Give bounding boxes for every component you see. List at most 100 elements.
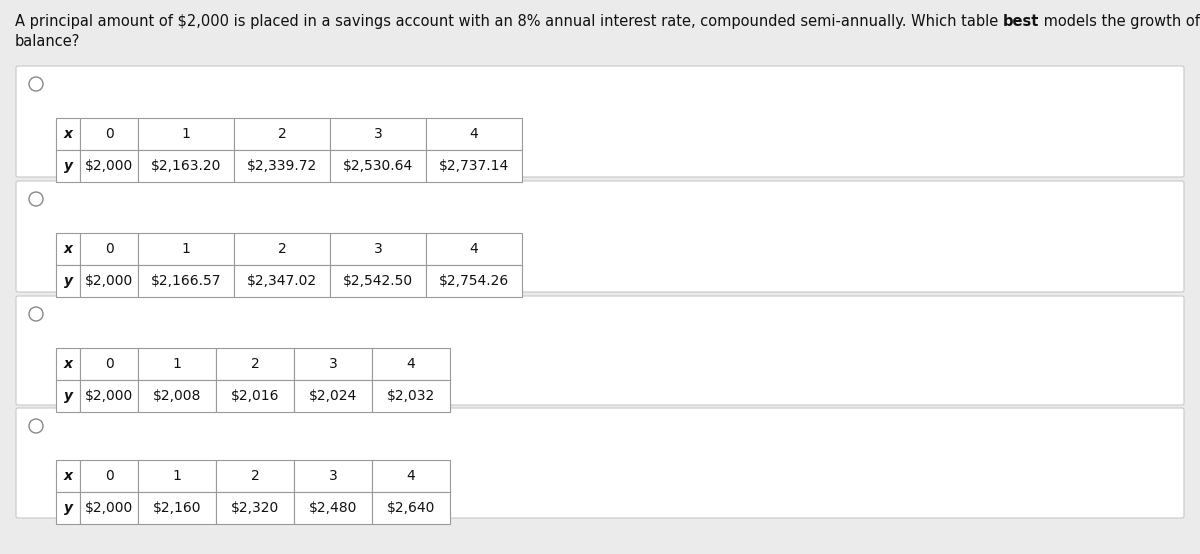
Text: 2: 2 [277,242,287,256]
Text: 4: 4 [407,357,415,371]
Bar [426,265,522,297]
Text: 1: 1 [173,357,181,371]
Text: 2: 2 [277,127,287,141]
Text: $2,166.57: $2,166.57 [151,274,221,288]
Text: $2,320: $2,320 [230,501,280,515]
Bar [138,118,234,150]
FancyBboxPatch shape [16,66,1184,177]
Text: $2,480: $2,480 [308,501,358,515]
Bar [330,265,426,297]
Text: models the growth of the account: models the growth of the account [1039,14,1200,29]
Text: $2,000: $2,000 [85,501,133,515]
Text: best: best [1003,14,1039,29]
Text: $2,530.64: $2,530.64 [343,159,413,173]
Text: 4: 4 [407,469,415,483]
Bar [426,233,522,265]
Text: $2,347.02: $2,347.02 [247,274,317,288]
Text: x: x [64,127,72,141]
Bar [294,348,372,380]
Bar [56,265,80,297]
Bar [294,460,372,492]
Bar [80,150,138,182]
FancyBboxPatch shape [16,296,1184,405]
Bar [294,492,372,524]
Bar [80,265,138,297]
FancyBboxPatch shape [16,408,1184,518]
Bar [426,118,522,150]
Text: 1: 1 [181,242,191,256]
Bar [56,233,80,265]
Bar [138,460,216,492]
Bar [372,460,450,492]
Text: $2,000: $2,000 [85,274,133,288]
Text: y: y [64,389,72,403]
Text: balance?: balance? [14,34,80,49]
Bar [330,150,426,182]
Text: y: y [64,501,72,515]
Text: 4: 4 [469,242,479,256]
Bar [138,380,216,412]
Text: $2,339.72: $2,339.72 [247,159,317,173]
Text: $2,160: $2,160 [152,501,202,515]
Bar [216,348,294,380]
Text: 3: 3 [329,357,337,371]
Text: $2,640: $2,640 [386,501,436,515]
Text: $2,754.26: $2,754.26 [439,274,509,288]
Text: 4: 4 [469,127,479,141]
Bar [372,348,450,380]
Bar [426,150,522,182]
Bar [56,492,80,524]
Bar [330,118,426,150]
Text: $2,000: $2,000 [85,389,133,403]
Text: y: y [64,159,72,173]
Bar [138,233,234,265]
Bar [80,380,138,412]
FancyBboxPatch shape [16,181,1184,292]
Bar [138,265,234,297]
Bar [56,460,80,492]
Bar [234,150,330,182]
Text: 1: 1 [173,469,181,483]
Bar [56,118,80,150]
Text: 2: 2 [251,469,259,483]
Bar [138,150,234,182]
Bar [80,233,138,265]
Text: x: x [64,469,72,483]
Text: y: y [64,274,72,288]
Bar [234,233,330,265]
Bar [80,492,138,524]
Text: 0: 0 [104,242,113,256]
Text: $2,737.14: $2,737.14 [439,159,509,173]
Bar [56,348,80,380]
Text: $2,000: $2,000 [85,159,133,173]
Text: A principal amount of $2,000 is placed in a savings account with an 8% annual in: A principal amount of $2,000 is placed i… [14,14,1003,29]
Text: $2,542.50: $2,542.50 [343,274,413,288]
Bar [56,150,80,182]
Text: $2,016: $2,016 [230,389,280,403]
Text: 0: 0 [104,127,113,141]
Text: 0: 0 [104,469,113,483]
Bar [372,492,450,524]
Text: x: x [64,357,72,371]
Bar [294,380,372,412]
Bar [80,348,138,380]
Text: $2,008: $2,008 [152,389,202,403]
Text: 1: 1 [181,127,191,141]
Bar [216,460,294,492]
Bar [138,492,216,524]
Text: $2,024: $2,024 [308,389,358,403]
Bar [234,118,330,150]
Bar [80,460,138,492]
Text: 2: 2 [251,357,259,371]
Text: 3: 3 [373,242,383,256]
Bar [138,348,216,380]
Text: 0: 0 [104,357,113,371]
Text: x: x [64,242,72,256]
Bar [56,380,80,412]
Text: 3: 3 [373,127,383,141]
Text: $2,032: $2,032 [386,389,436,403]
Bar [372,380,450,412]
Text: 3: 3 [329,469,337,483]
Bar [216,492,294,524]
Bar [330,233,426,265]
